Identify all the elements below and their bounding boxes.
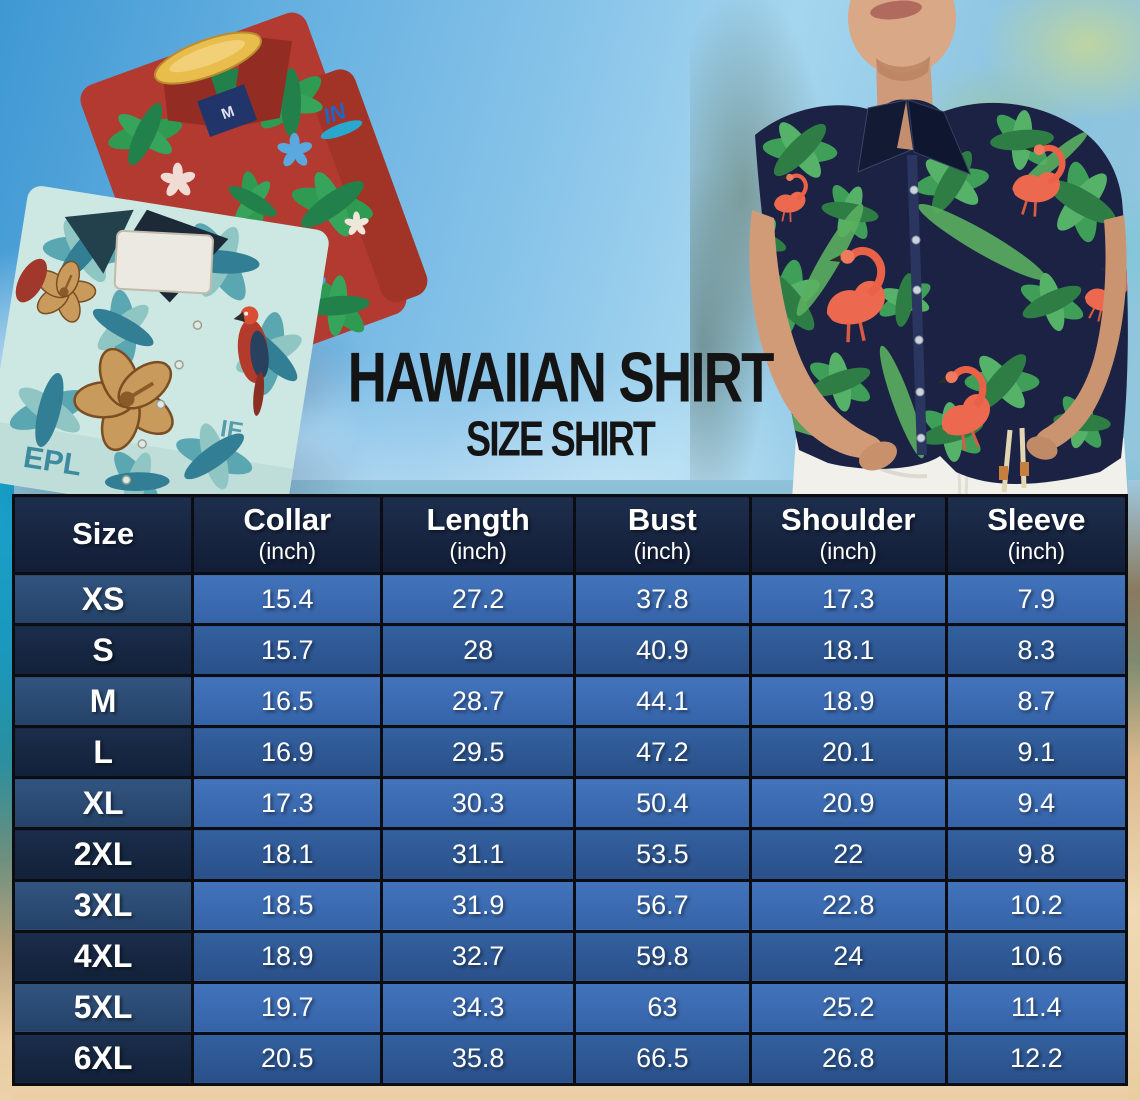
- value-cell: 20.1: [748, 725, 948, 780]
- value-cell: 53.5: [572, 827, 752, 882]
- value-cell: 28.7: [380, 674, 576, 729]
- table-row: 4XL 18.9 32.7 59.8 24 10.6: [11, 929, 1129, 984]
- size-cell: 2XL: [11, 827, 195, 882]
- chest-pocket: [113, 229, 214, 295]
- size-cell: 6XL: [11, 1031, 195, 1087]
- value-cell: 8.7: [944, 674, 1129, 729]
- value-cell: 31.1: [380, 827, 576, 882]
- column-header-size: Size: [11, 494, 195, 575]
- value-cell: 56.7: [572, 878, 752, 933]
- value-cell: 50.4: [572, 776, 752, 831]
- table-row: 6XL 20.5 35.8 66.5 26.8 12.2: [11, 1031, 1129, 1087]
- right-sand-strip: [1128, 480, 1140, 1100]
- value-cell: 10.6: [944, 929, 1129, 984]
- value-cell: 66.5: [572, 1031, 752, 1087]
- size-cell: XS: [11, 571, 195, 627]
- value-cell: 25.2: [748, 980, 948, 1035]
- size-cell: 5XL: [11, 980, 195, 1035]
- value-cell: 59.8: [572, 929, 752, 984]
- pattern-text: IE: [218, 415, 245, 445]
- value-cell: 19.7: [191, 980, 384, 1035]
- value-cell: 32.7: [380, 929, 576, 984]
- value-cell: 17.3: [748, 571, 948, 627]
- shirt-buttons: [909, 185, 926, 443]
- column-header-sleeve: Sleeve (inch): [944, 494, 1129, 575]
- value-cell: 18.1: [748, 623, 948, 678]
- table-row: 2XL 18.1 31.1 53.5 22 9.8: [11, 827, 1129, 882]
- value-cell: 7.9: [944, 571, 1129, 627]
- table-row: S 15.7 28 40.9 18.1 8.3: [11, 623, 1129, 678]
- value-cell: 18.5: [191, 878, 384, 933]
- model-photo: [749, 0, 1128, 500]
- size-table-body: XS 15.4 27.2 37.8 17.3 7.9 S 15.7 28 40.9 18.1 8.3 M…: [11, 571, 1129, 1087]
- page-title: HAWAIIAN SHIRT: [347, 338, 775, 418]
- parrot: [233, 306, 269, 416]
- value-cell: 18.1: [191, 827, 384, 882]
- size-tag-text: M: [219, 103, 237, 123]
- drawstring: [999, 427, 1029, 493]
- value-cell: 28: [380, 623, 576, 678]
- value-cell: 10.2: [944, 878, 1129, 933]
- value-cell: 30.3: [380, 776, 576, 831]
- size-cell: L: [11, 725, 195, 780]
- column-header-shoulder: Shoulder (inch): [748, 494, 948, 575]
- size-cell: 4XL: [11, 929, 195, 984]
- value-cell: 12.2: [944, 1031, 1129, 1087]
- value-cell: 11.4: [944, 980, 1129, 1035]
- folded-shirts-photo: M IN: [0, 12, 428, 520]
- table-row: M 16.5 28.7 44.1 18.9 8.7: [11, 674, 1129, 729]
- value-cell: 26.8: [748, 1031, 948, 1087]
- table-row: 3XL 18.5 31.9 56.7 22.8 10.2: [11, 878, 1129, 933]
- value-cell: 20.5: [191, 1031, 384, 1087]
- value-cell: 24: [748, 929, 948, 984]
- value-cell: 29.5: [380, 725, 576, 780]
- value-cell: 35.8: [380, 1031, 576, 1087]
- model-arms: [749, 210, 1127, 471]
- value-cell: 17.3: [191, 776, 384, 831]
- shirt-collar: [857, 99, 912, 173]
- size-table: Size Collar (inch) Length (inch) Bust (inch) Sh…: [11, 494, 1129, 1087]
- value-cell: 15.7: [191, 623, 384, 678]
- care-label: [197, 84, 258, 138]
- value-cell: 9.4: [944, 776, 1129, 831]
- table-row: 5XL 19.7 34.3 63 25.2 11.4: [11, 980, 1129, 1035]
- value-cell: 18.9: [191, 929, 384, 984]
- value-cell: 31.9: [380, 878, 576, 933]
- value-cell: 9.1: [944, 725, 1129, 780]
- buttons: [121, 320, 203, 485]
- size-cell: XL: [11, 776, 195, 831]
- value-cell: 15.4: [191, 571, 384, 627]
- value-cell: 63: [572, 980, 752, 1035]
- value-cell: 8.3: [944, 623, 1129, 678]
- size-table-header: Size Collar (inch) Length (inch) Bust (inch) Sh…: [11, 494, 1129, 575]
- value-cell: 37.8: [572, 571, 752, 627]
- table-row: XS 15.4 27.2 37.8 17.3 7.9: [11, 571, 1129, 627]
- value-cell: 16.5: [191, 674, 384, 729]
- left-sea-strip: [0, 480, 14, 1100]
- column-header-length: Length (inch): [380, 494, 576, 575]
- size-cell: S: [11, 623, 195, 678]
- value-cell: 22: [748, 827, 948, 882]
- value-cell: 9.8: [944, 827, 1129, 882]
- value-cell: 16.9: [191, 725, 384, 780]
- size-cell: 3XL: [11, 878, 195, 933]
- table-row: L 16.9 29.5 47.2 20.1 9.1: [11, 725, 1129, 780]
- value-cell: 47.2: [572, 725, 752, 780]
- page-subtitle: SIZE SHIRT: [465, 412, 656, 467]
- value-cell: 20.9: [748, 776, 948, 831]
- column-header-collar: Collar (inch): [191, 494, 384, 575]
- banner-title-block: HAWAIIAN SHIRT SIZE SHIRT: [280, 338, 840, 467]
- header-row: Size Collar (inch) Length (inch) Bust (inch) Sh…: [11, 494, 1129, 575]
- column-header-bust: Bust (inch): [572, 494, 752, 575]
- value-cell: 27.2: [380, 571, 576, 627]
- value-cell: 44.1: [572, 674, 752, 729]
- size-cell: M: [11, 674, 195, 729]
- table-row: XL 17.3 30.3 50.4 20.9 9.4: [11, 776, 1129, 831]
- value-cell: 40.9: [572, 623, 752, 678]
- value-cell: 34.3: [380, 980, 576, 1035]
- value-cell: 22.8: [748, 878, 948, 933]
- value-cell: 18.9: [748, 674, 948, 729]
